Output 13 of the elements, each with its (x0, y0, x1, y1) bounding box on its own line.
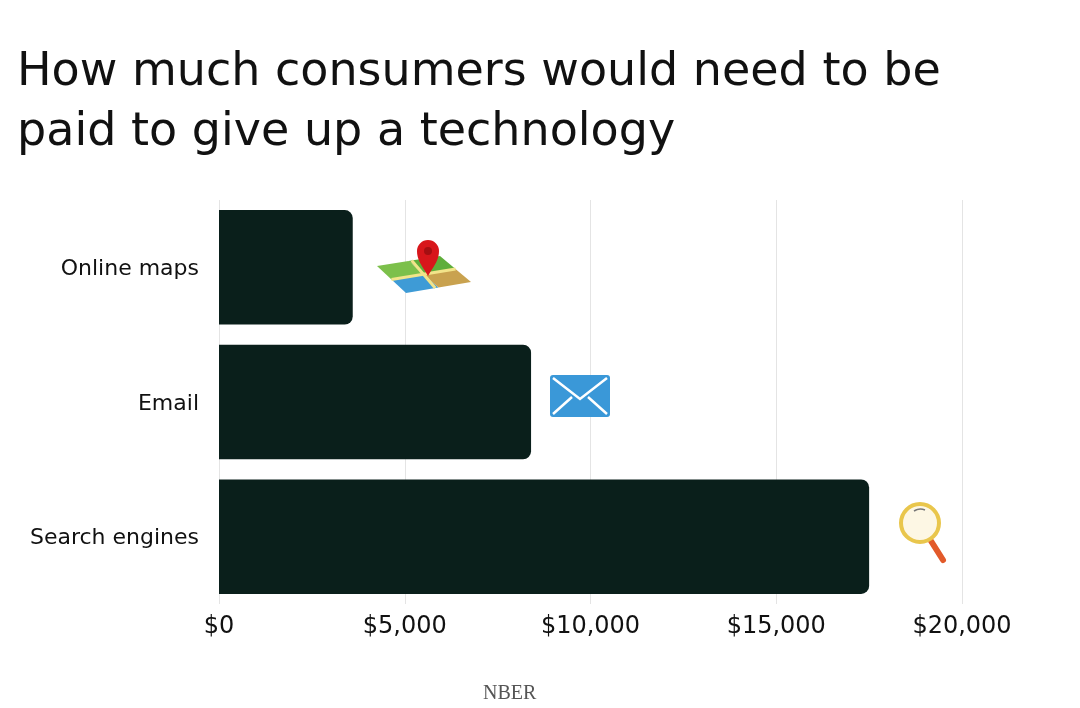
chart-title: How much consumers would need to be paid to give up a technology (17, 42, 956, 156)
bar (219, 210, 353, 325)
x-tick-label: $0 (203, 611, 235, 639)
text: NBER (483, 681, 537, 703)
bar (219, 344, 532, 460)
x-tick-label: $20,000 (912, 611, 1012, 639)
y-tick-label: Email (137, 389, 199, 415)
y-tick-label: Online maps (60, 254, 199, 280)
bar (219, 479, 870, 594)
y-tick-label: Search engines (29, 524, 199, 550)
x-tick-label: $15,000 (726, 611, 826, 639)
x-tick-label: $5,000 (362, 611, 447, 639)
x-tick-label: $10,000 (540, 611, 641, 639)
